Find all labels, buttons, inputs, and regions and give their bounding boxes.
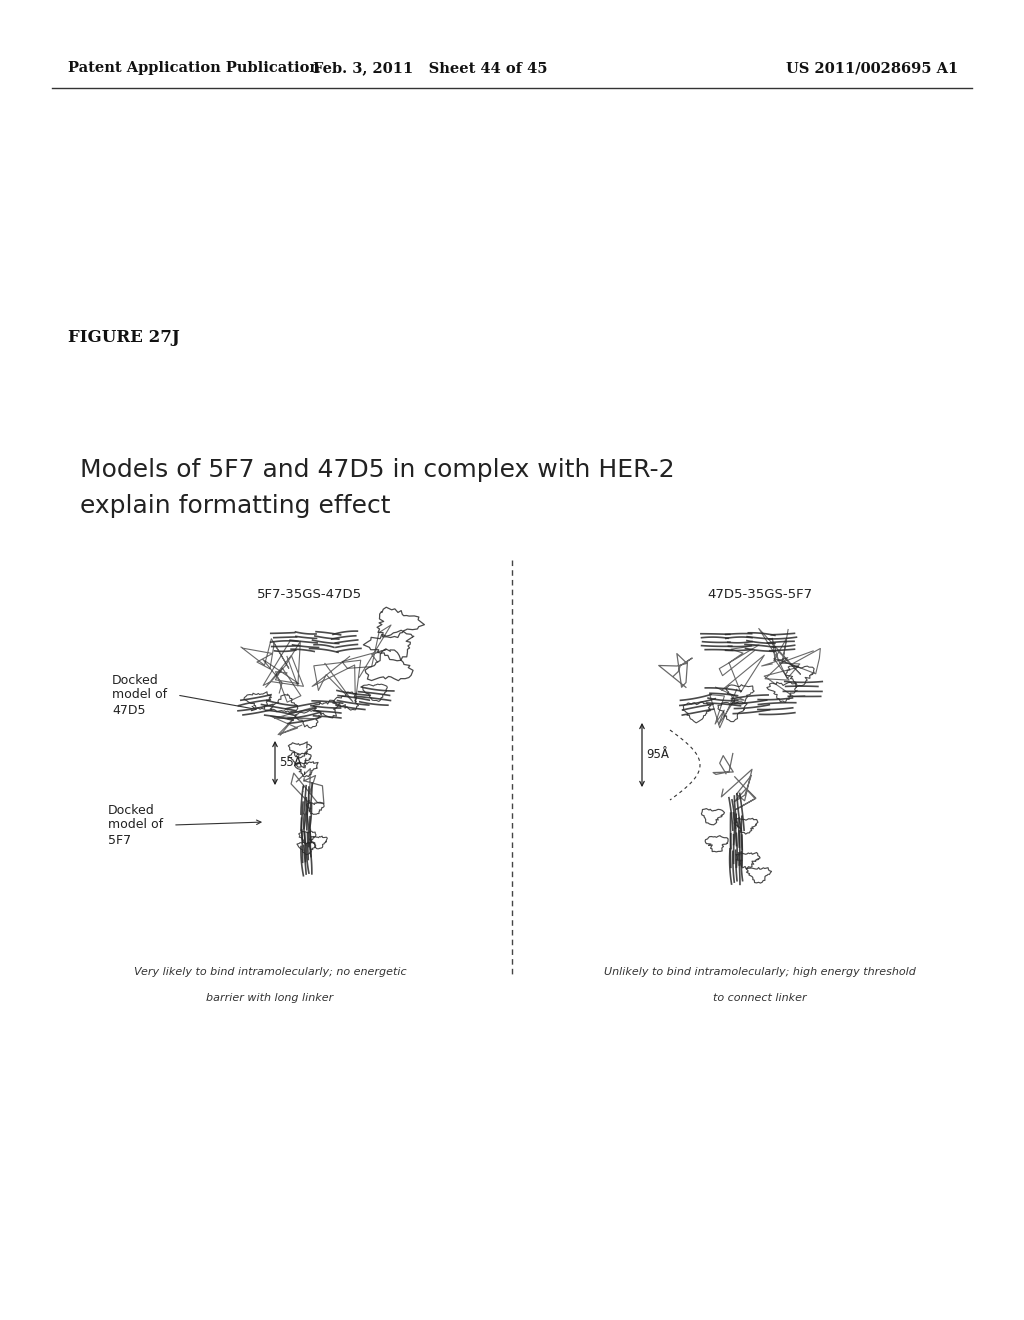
- Text: to connect linker: to connect linker: [713, 993, 807, 1003]
- Text: 47D5-35GS-5F7: 47D5-35GS-5F7: [708, 589, 813, 602]
- Text: 5F7-35GS-47D5: 5F7-35GS-47D5: [257, 589, 362, 602]
- Text: Feb. 3, 2011   Sheet 44 of 45: Feb. 3, 2011 Sheet 44 of 45: [312, 61, 547, 75]
- Text: barrier with long linker: barrier with long linker: [207, 993, 334, 1003]
- Text: 55Å: 55Å: [279, 756, 302, 770]
- Text: explain formatting effect: explain formatting effect: [80, 494, 390, 517]
- Text: Docked
model of
5F7: Docked model of 5F7: [108, 804, 163, 846]
- Text: Very likely to bind intramolecularly; no energetic: Very likely to bind intramolecularly; no…: [134, 968, 407, 977]
- Text: Patent Application Publication: Patent Application Publication: [68, 61, 319, 75]
- Text: Docked
model of
47D5: Docked model of 47D5: [112, 673, 167, 717]
- Text: US 2011/0028695 A1: US 2011/0028695 A1: [785, 61, 958, 75]
- Text: FIGURE 27J: FIGURE 27J: [68, 330, 180, 346]
- Text: Models of 5F7 and 47D5 in complex with HER-2: Models of 5F7 and 47D5 in complex with H…: [80, 458, 675, 482]
- Text: 95Å: 95Å: [646, 748, 669, 762]
- Text: Unlikely to bind intramolecularly; high energy threshold: Unlikely to bind intramolecularly; high …: [604, 968, 915, 977]
